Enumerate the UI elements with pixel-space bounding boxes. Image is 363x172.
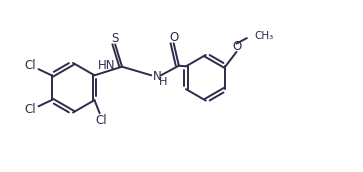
Text: HN: HN (98, 59, 115, 72)
Text: O: O (169, 31, 178, 44)
Text: Cl: Cl (95, 114, 106, 127)
Text: S: S (111, 32, 119, 45)
Text: H: H (159, 77, 167, 87)
Text: Cl: Cl (24, 103, 36, 116)
Text: Cl: Cl (24, 59, 36, 72)
Text: CH₃: CH₃ (255, 31, 274, 41)
Text: N: N (153, 70, 162, 83)
Text: O: O (232, 40, 241, 53)
